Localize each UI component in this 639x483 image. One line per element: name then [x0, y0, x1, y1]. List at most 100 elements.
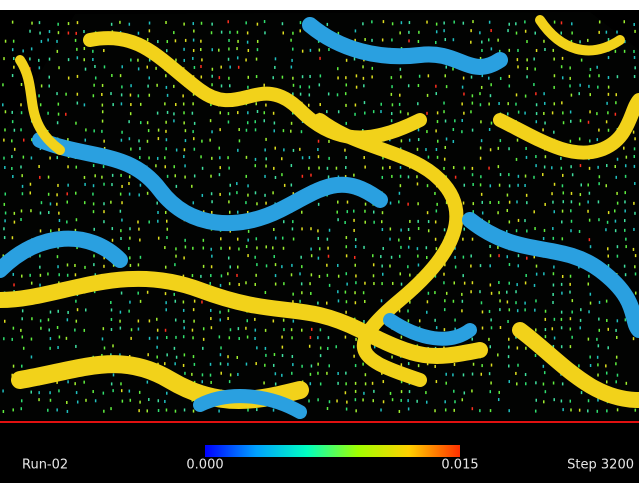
vector-dot: [211, 31, 213, 34]
vector-dot: [509, 380, 511, 383]
vector-dot: [480, 146, 482, 149]
vector-dot: [281, 336, 283, 339]
vector-dot: [284, 184, 286, 187]
vector-dot: [202, 167, 204, 170]
vector-dot: [453, 409, 455, 412]
vector-dot: [480, 264, 482, 267]
vector-dot: [380, 103, 382, 106]
vector-dot: [39, 284, 41, 287]
vector-dot: [570, 140, 572, 143]
vector-dot: [173, 293, 175, 296]
vector-dot: [461, 119, 463, 122]
vector-dot: [193, 201, 195, 204]
vector-dot: [21, 275, 23, 278]
vector-dot: [365, 373, 367, 376]
vector-dot: [634, 75, 636, 78]
vector-dot: [345, 372, 347, 375]
vector-dot: [265, 165, 267, 168]
vector-dot: [147, 85, 149, 88]
vector-dot: [562, 382, 564, 385]
vector-dot: [615, 220, 617, 223]
vector-dot: [526, 194, 528, 197]
vector-dot: [544, 48, 546, 51]
vector-dot: [193, 22, 195, 25]
vector-dot: [264, 31, 266, 34]
vector-dot: [20, 128, 22, 131]
vector-dot: [508, 409, 510, 412]
vector-dot: [443, 102, 445, 105]
vector-dot: [382, 211, 384, 214]
vector-dot: [203, 327, 205, 330]
vector-dot: [590, 302, 592, 305]
vector-dot: [310, 227, 312, 230]
vector-dot: [383, 400, 385, 403]
vector-dot: [318, 166, 320, 169]
vector-dot: [59, 219, 61, 222]
vector-dot: [409, 21, 411, 24]
vector-dot: [192, 112, 194, 115]
vector-dot: [615, 329, 617, 332]
vector-dot: [254, 256, 256, 259]
vector-dot: [175, 410, 177, 413]
vector-dot: [74, 264, 76, 267]
vector-dot: [255, 191, 256, 194]
vector-dot: [203, 265, 205, 268]
vector-dot: [553, 284, 555, 287]
vector-dot: [120, 74, 122, 77]
vector-dot: [587, 183, 589, 186]
vector-dot: [470, 290, 472, 293]
vector-dot: [59, 335, 61, 338]
vector-dot: [68, 22, 70, 25]
vector-dot: [500, 77, 502, 80]
vector-dot: [92, 58, 94, 61]
vector-dot: [508, 355, 510, 358]
vector-dot: [326, 372, 328, 375]
vector-dot: [219, 111, 221, 114]
vector-dot: [129, 301, 131, 304]
vector-dot: [192, 57, 194, 60]
vector-dot: [597, 166, 599, 169]
vector-dot: [337, 76, 339, 79]
vector-dot: [211, 192, 213, 195]
vector-dot: [391, 119, 393, 122]
vector-dot: [606, 120, 608, 123]
vector-dot: [3, 337, 5, 340]
vector-dot: [57, 23, 59, 26]
vector-dot: [553, 210, 555, 213]
vector-dot: [283, 220, 285, 223]
vector-dot: [4, 219, 6, 222]
vector-dot: [488, 338, 490, 341]
vector-dot: [93, 184, 95, 187]
vector-dot: [354, 264, 356, 267]
vector-dot: [453, 390, 455, 393]
vector-dot: [337, 67, 339, 70]
vector-dot: [274, 66, 276, 69]
vector-dot: [570, 120, 572, 123]
vector-dot: [275, 57, 277, 60]
vector-dot: [183, 155, 185, 158]
vector-dot: [210, 175, 212, 178]
vector-dot: [39, 266, 41, 269]
vector-dot: [428, 74, 430, 77]
vector-dot: [93, 263, 95, 266]
vector-dot: [184, 408, 186, 411]
vector-dot: [290, 39, 292, 42]
vector-dot: [94, 174, 96, 177]
vector-dot: [327, 167, 329, 170]
vector-dot: [102, 337, 104, 340]
vector-dot: [183, 23, 185, 26]
vector-dot: [2, 389, 4, 392]
vector-dot: [67, 201, 69, 204]
vector-dot: [533, 83, 535, 86]
vector-dot: [275, 176, 277, 179]
vector-dot: [31, 338, 33, 341]
vector-dot: [291, 336, 293, 339]
vector-dot: [561, 326, 563, 329]
vector-dot: [327, 347, 329, 350]
vector-dot: [543, 112, 545, 115]
vector-dot: [156, 346, 158, 349]
vector-dot: [436, 203, 438, 206]
vector-dot: [291, 328, 293, 331]
vector-dot: [498, 391, 500, 394]
vector-dot: [129, 237, 131, 240]
